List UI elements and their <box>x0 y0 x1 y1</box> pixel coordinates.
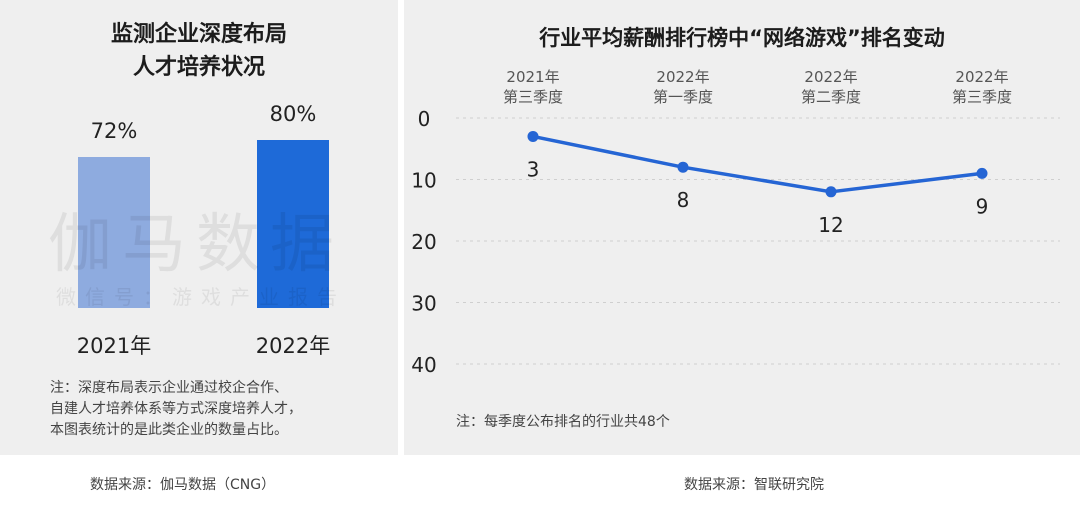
bar-2021 <box>78 156 150 308</box>
note-line-1: 注：深度布局表示企业通过校企合作、 <box>50 380 288 396</box>
source-left: 数据来源：伽马数据（CNG） <box>90 477 276 493</box>
x-tick-label-quarter-1: 第一季度 <box>653 88 713 106</box>
bar-2022 <box>257 140 329 308</box>
note-line-3: 本图表统计的是此类企业的数量占比。 <box>50 422 288 438</box>
line-chart-title: 行业平均薪酬排行榜中“网络游戏”排名变动 <box>539 26 945 50</box>
bar-chart-title-line2: 人才培养状况 <box>132 55 265 80</box>
y-tick-label-4: 40 <box>411 353 436 377</box>
y-tick-label-3: 30 <box>411 292 436 316</box>
y-tick-label-0: 0 <box>418 107 431 131</box>
data-point-0 <box>527 130 539 142</box>
series-line <box>532 134 983 194</box>
x-tick-label-quarter-2: 第二季度 <box>801 88 861 106</box>
bar-chart-panel: 监测企业深度布局 人才培养状况 72% 80% 2021年 2022年 伽马数据… <box>0 0 398 455</box>
y-tick-label-1: 10 <box>411 169 436 193</box>
data-label-1: 8 <box>677 188 690 212</box>
data-label-0: 3 <box>527 157 540 181</box>
bar-category-label-2021: 2021年 <box>76 334 152 358</box>
data-point-2 <box>825 186 837 198</box>
line-chart-note: 注：每季度公布排名的行业共48个 <box>456 414 670 430</box>
note-line-2: 自建人才培养体系等方式深度培养人才， <box>50 401 302 417</box>
bar-category-label-2022: 2022年 <box>255 334 331 358</box>
bar-chart-title-line1: 监测企业深度布局 <box>110 22 287 47</box>
data-label-3: 9 <box>976 194 989 218</box>
data-label-2: 12 <box>818 213 843 237</box>
x-tick-label-year-3: 2022年 <box>955 68 1008 86</box>
bar-value-label-2022: 80% <box>269 102 317 126</box>
x-tick-label-quarter-3: 第三季度 <box>952 88 1012 106</box>
x-tick-label-year-2: 2022年 <box>804 68 857 86</box>
x-tick-label-year-1: 2022年 <box>656 68 709 86</box>
bar-value-label-2021: 72% <box>90 118 138 143</box>
y-tick-label-2: 20 <box>411 230 436 254</box>
data-point-3 <box>976 167 988 179</box>
bar-chart-note: 注：深度布局表示企业通过校企合作、 自建人才培养体系等方式深度培养人才， 本图表… <box>50 378 302 441</box>
line-chart-panel: 行业平均薪酬排行榜中“网络游戏”排名变动 0 10 20 30 40 2021年第三季度 2… <box>404 0 1080 455</box>
x-tick-label-year-0: 2021年 <box>506 68 559 86</box>
data-point-1 <box>677 161 689 173</box>
source-right: 数据来源：智联研究院 <box>684 477 824 493</box>
x-tick-label-quarter-0: 第三季度 <box>503 88 563 106</box>
bar-chart-title: 监测企业深度布局 人才培养状况 <box>0 18 398 84</box>
